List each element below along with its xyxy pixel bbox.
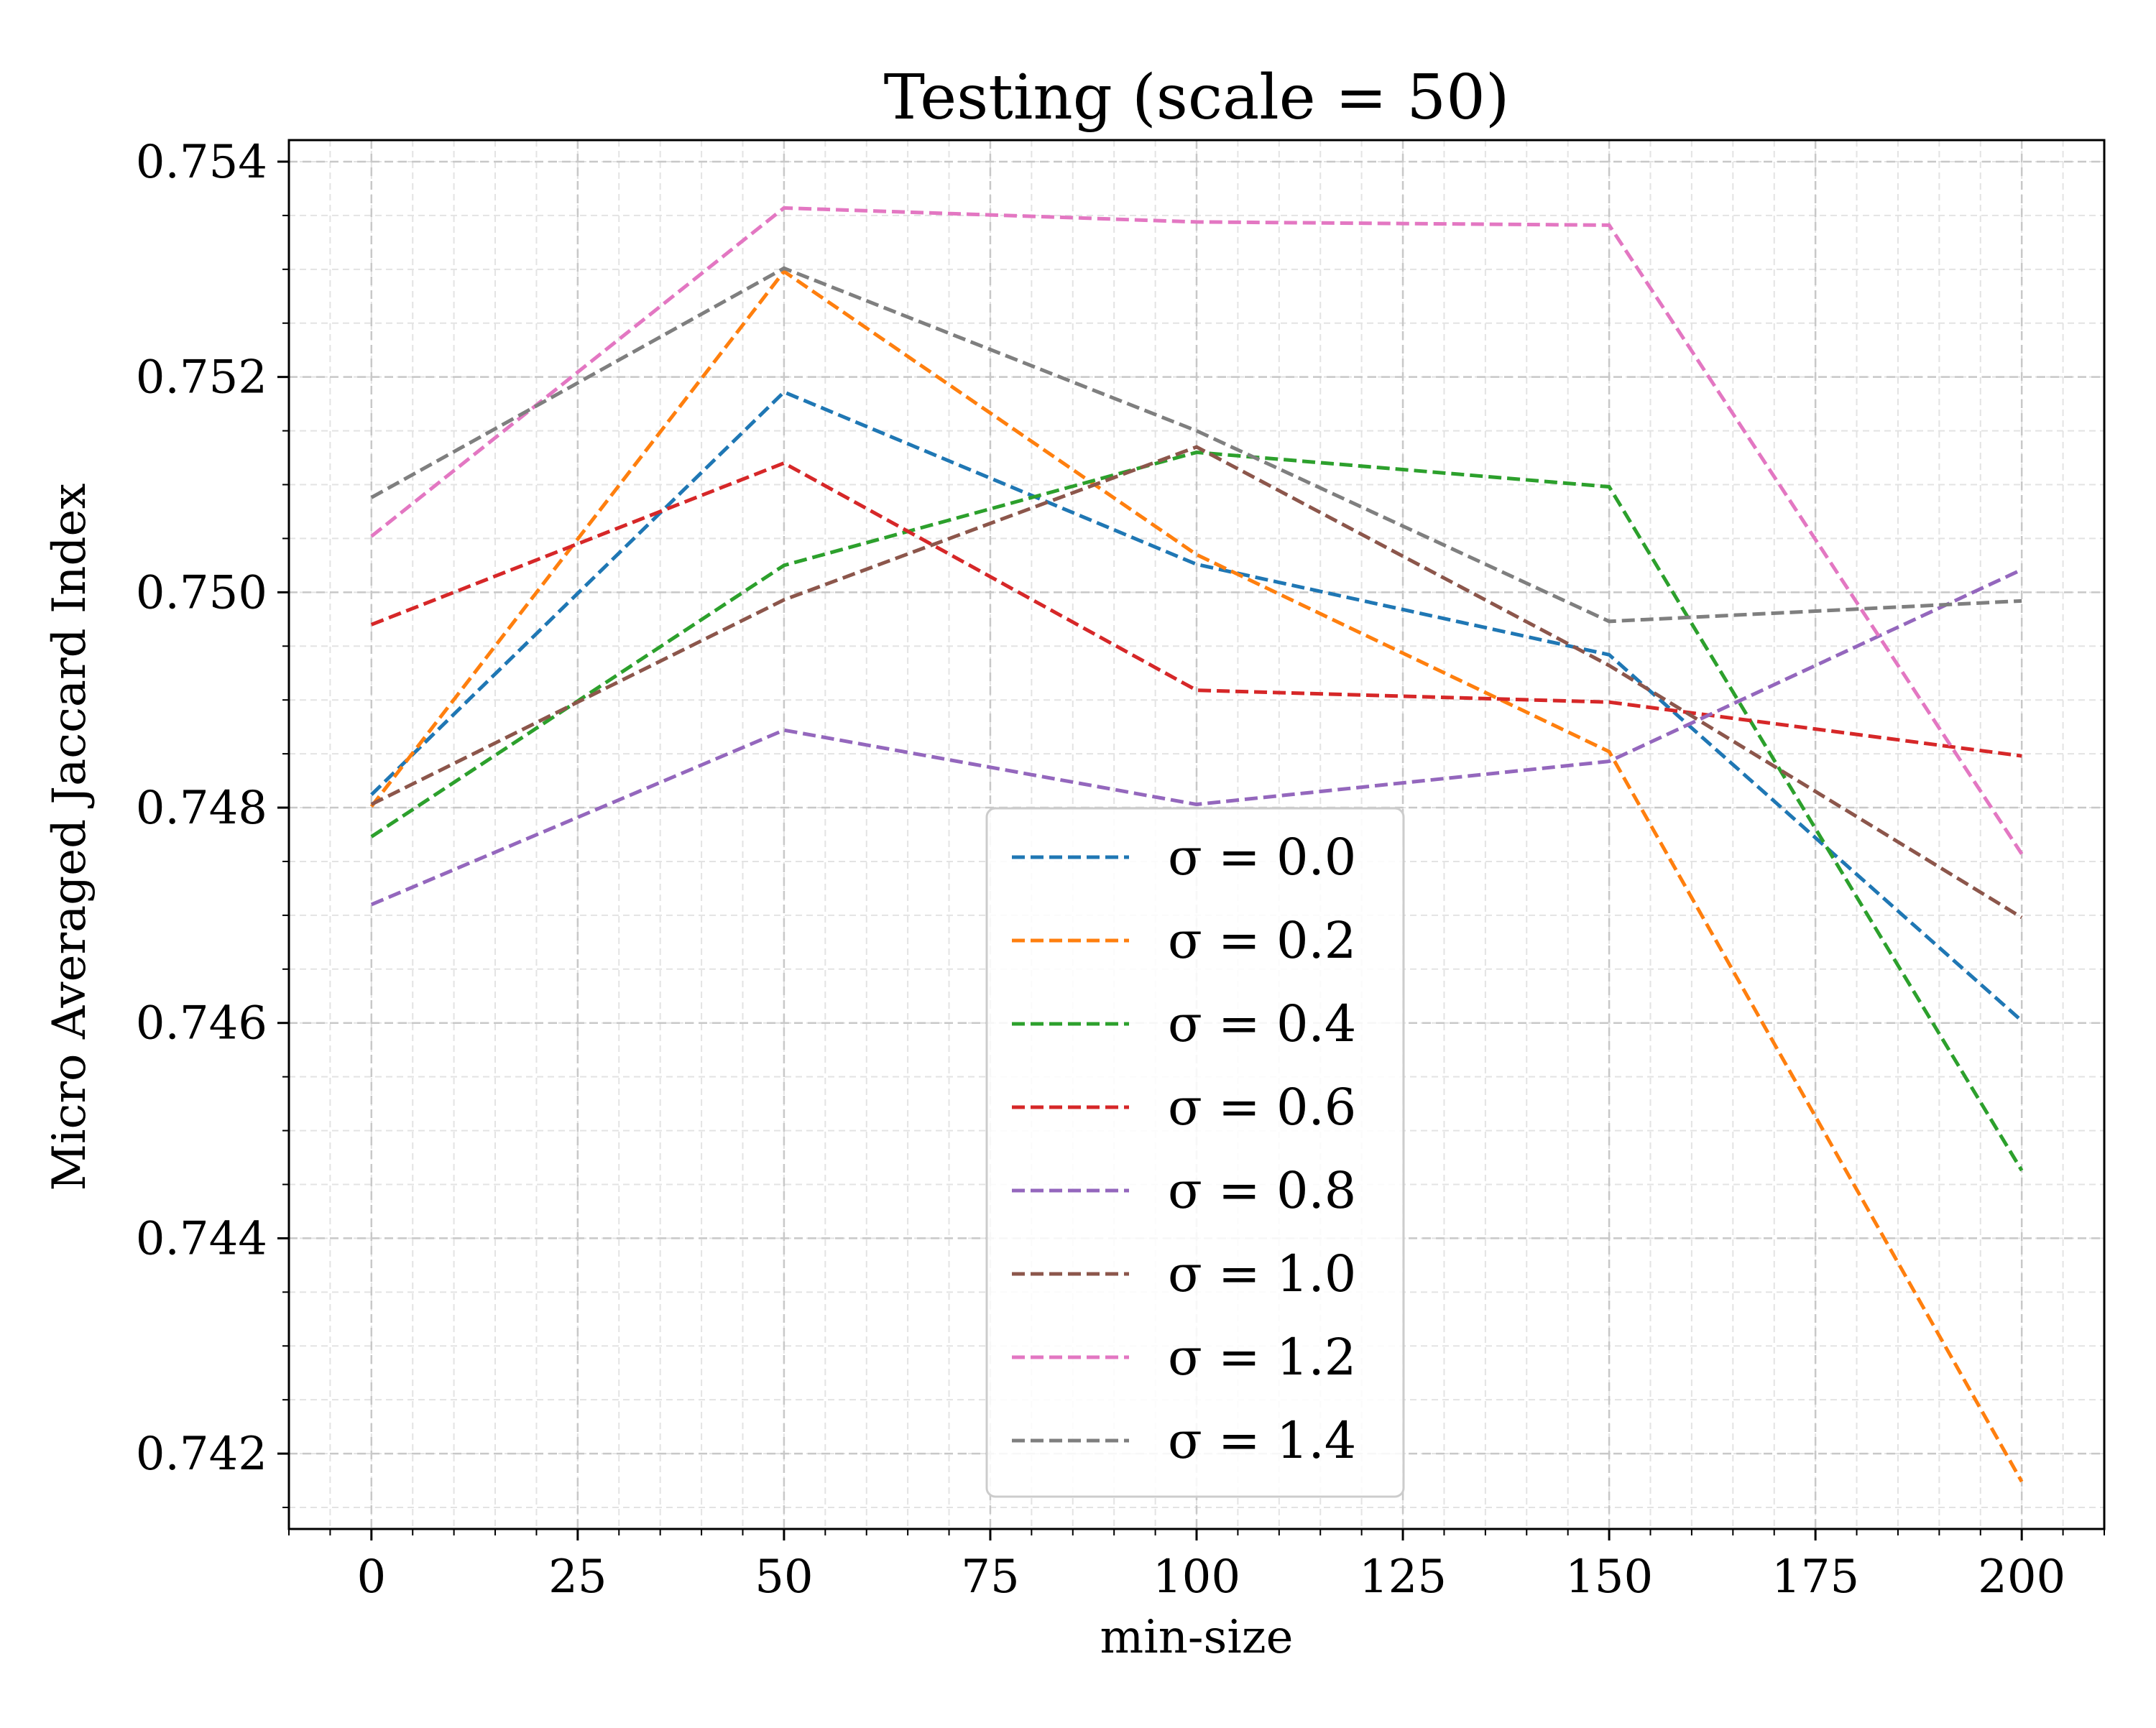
legend-label: σ = 0.6 — [1168, 1078, 1356, 1137]
legend-box — [985, 807, 1405, 1498]
x-tick-label: 175 — [1772, 1551, 1859, 1604]
y-tick-label: 0.752 — [136, 351, 267, 405]
x-tick-label: 50 — [755, 1551, 813, 1604]
series-lines — [369, 205, 2024, 1483]
series-line — [370, 451, 2024, 1172]
x-tick-label: 0 — [356, 1551, 386, 1604]
y-tick-label: 0.748 — [136, 782, 267, 835]
series-line — [370, 568, 2023, 907]
y-tick-label: 0.750 — [136, 566, 267, 619]
x-axis-label: min-size — [1100, 1611, 1294, 1664]
chart-title: Testing (scale = 50) — [884, 62, 1510, 134]
legend-label: σ = 0.0 — [1168, 828, 1356, 887]
y-tick-label: 0.744 — [136, 1212, 267, 1265]
x-tick-label: 100 — [1153, 1551, 1240, 1604]
series-line — [370, 266, 2022, 624]
axis-ticks: 0 25 50 75 100 125 150 175 200 0.742 0.744 0.746 0.7… — [136, 136, 2105, 1604]
legend-label: σ = 0.2 — [1168, 911, 1356, 970]
x-tick-label: 25 — [548, 1551, 607, 1604]
legend-label: σ = 1.0 — [1168, 1244, 1356, 1303]
series-line — [370, 461, 2022, 758]
series-line — [370, 205, 2024, 855]
series-line — [369, 269, 2024, 1483]
x-tick-label: 200 — [1978, 1551, 2065, 1604]
series-line — [370, 445, 2023, 920]
y-tick-label: 0.754 — [136, 136, 267, 189]
legend-label: σ = 1.2 — [1168, 1328, 1356, 1387]
legend-label: σ = 0.4 — [1168, 994, 1356, 1053]
legend-label: σ = 0.8 — [1168, 1161, 1356, 1220]
series-line — [370, 389, 2023, 1022]
y-tick-label: 0.742 — [136, 1428, 267, 1481]
y-axis-label: Micro Averaged Jaccard Index — [43, 484, 96, 1191]
legend: σ = 0.0 σ = 0.2 σ = 0.4 σ = 0.6 σ = 0.8 σ = 1… — [985, 807, 1405, 1498]
x-tick-label: 150 — [1565, 1551, 1653, 1604]
y-tick-label: 0.746 — [136, 997, 267, 1050]
x-tick-label: 75 — [961, 1551, 1019, 1604]
x-tick-label: 125 — [1359, 1551, 1447, 1604]
legend-label: σ = 1.4 — [1168, 1411, 1356, 1470]
